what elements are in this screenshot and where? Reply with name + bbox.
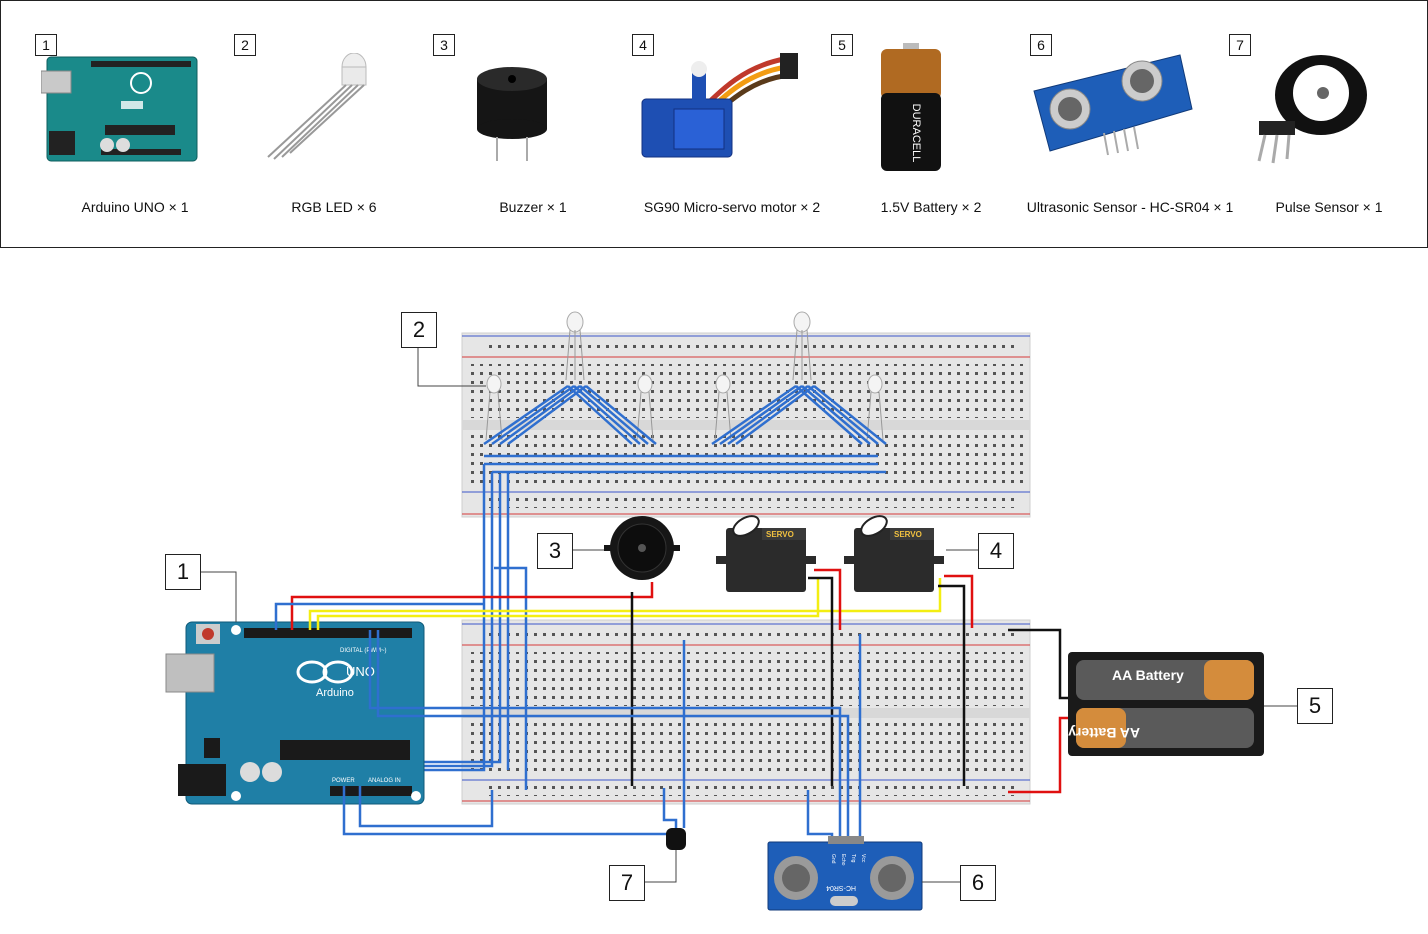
sensor-wires [274,602,862,840]
arduino-digital-text: DIGITAL (PWM~) [340,648,387,654]
part-battery: 5 DURACELL 1.5V Battery × 2 [831,1,1031,247]
ultrasonic-sensor: HC-SR04 [767,836,923,911]
part-number: 4 [632,34,654,56]
callout-leds: 2 [401,312,437,348]
servo-icon [641,53,798,158]
buzzer-icon [477,67,547,161]
part-label: Ultrasonic Sensor - HC-SR04 × 1 [1026,199,1234,215]
servo-1: SERVO [716,515,816,592]
battery-label: AA Battery [1112,667,1184,683]
part-number: 5 [831,34,853,56]
part-buzzer: 3 Buzzer × 1 [433,1,633,247]
part-ultrasonic: 6 Ultrasonic Sensor - HC-SR04 × 1 [1027,1,1233,247]
battery-brand-text: DURACELL [910,104,922,163]
part-number: 7 [1229,34,1251,56]
leader-lines [200,348,1298,883]
part-label: 1.5V Battery × 2 [880,199,982,215]
rgb-led-icon [267,53,367,160]
ultrasonic-sensor-icon [1033,54,1193,156]
part-label: Pulse Sensor × 1 [1275,199,1383,215]
callout-battery: 5 [1297,688,1333,724]
power-wires [290,568,1072,794]
pulse-sensor [666,828,686,850]
arduino-uno: Arduino UNO DIGITAL (PWM~) POWER ANALOG … [165,621,425,805]
part-pulse-sensor: 7 Pulse Sensor × 1 [1229,1,1428,247]
rgb-led [565,311,585,381]
part-label: Arduino UNO × 1 [81,199,189,215]
battery-icon: DURACELL [881,43,941,171]
arduino-uno-icon [41,56,198,162]
sensor-pin-label: Trig [850,854,856,863]
part-number: 3 [433,34,455,56]
callout-buzzer: 3 [537,533,573,569]
parts-panel: 1 Arduino UNO × 1 2 RGB LED × 6 3 [0,0,1428,248]
part-arduino: 1 Arduino UNO × 1 [35,1,235,247]
arduino-model-text: UNO [346,664,375,679]
sensor-pin-label: Echo [840,854,846,866]
sensor-label: HC-SR04 [826,884,856,891]
part-number: 1 [35,34,57,56]
part-rgb-led: 2 RGB LED × 6 [234,1,434,247]
part-number: 6 [1030,34,1052,56]
part-number: 2 [234,34,256,56]
arduino-analog-text: ANALOG IN [368,778,401,784]
part-label: RGB LED × 6 [291,199,377,215]
sensor-pin-label: Gnd [830,854,836,864]
part-servo: 4 SG90 Micro-servo motor × 2 [632,1,832,247]
rgb-leds [485,311,884,441]
rgb-led [792,311,812,381]
callout-servos: 4 [978,533,1014,569]
servo-label: SERVO [894,530,922,539]
rgb-led [866,374,884,441]
callout-ultrasonic: 6 [960,865,996,901]
servo-2: SERVO [844,515,944,592]
battery-pack: AA Battery AA Battery [1068,652,1264,756]
bottom-breadboard [461,619,1031,805]
battery-label: AA Battery [1068,725,1140,741]
arduino-power-text: POWER [332,778,355,784]
callout-arduino: 1 [165,554,201,590]
arduino-brand-text: Arduino [316,687,354,699]
sensor-pin-label: Vcc [860,854,866,863]
led-wires [402,384,887,790]
top-breadboard [461,332,1031,518]
part-label: Buzzer × 1 [499,199,567,215]
pulse-sensor-icon [1257,55,1367,164]
servo-label: SERVO [766,530,794,539]
buzzer [604,516,680,580]
rgb-led [636,374,654,441]
part-label: SG90 Micro-servo motor × 2 [643,199,821,215]
callout-pulse: 7 [609,865,645,901]
